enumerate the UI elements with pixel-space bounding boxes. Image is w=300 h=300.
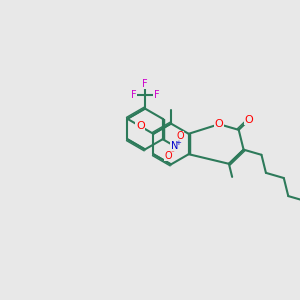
Text: N: N <box>171 141 178 151</box>
Text: O: O <box>176 131 184 141</box>
Text: O: O <box>165 151 172 161</box>
Text: +: + <box>175 140 181 146</box>
Text: ⁻: ⁻ <box>170 150 174 156</box>
Text: O: O <box>215 119 224 129</box>
Text: F: F <box>131 90 137 100</box>
Text: F: F <box>154 90 159 100</box>
Text: F: F <box>142 79 148 89</box>
Text: O: O <box>245 115 254 125</box>
Text: O: O <box>136 121 145 131</box>
